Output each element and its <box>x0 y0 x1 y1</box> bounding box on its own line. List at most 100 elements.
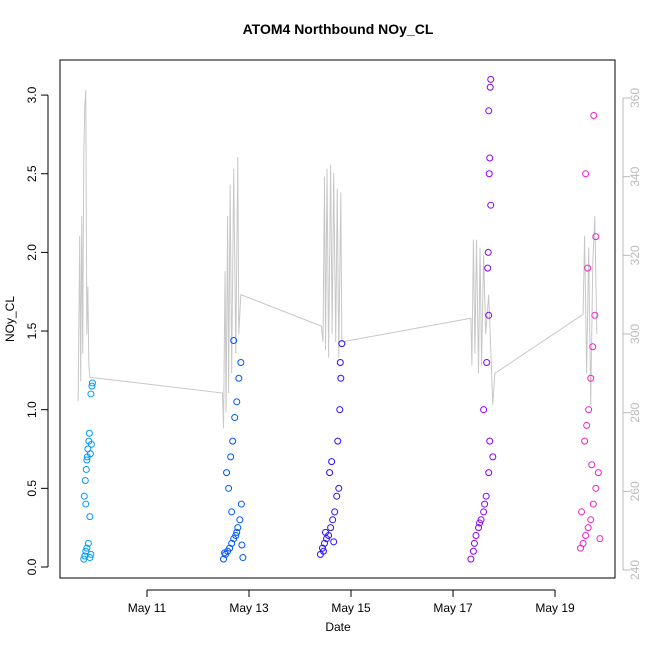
point <box>588 461 596 469</box>
point <box>238 541 246 549</box>
point <box>223 469 231 477</box>
point <box>472 532 480 540</box>
point <box>239 554 247 562</box>
y-axis-label: NOy_CL <box>3 296 17 342</box>
y-tick-label: 0.0 <box>25 558 39 575</box>
point <box>82 465 90 473</box>
y-tick-label: 2.5 <box>25 165 39 182</box>
point <box>83 456 91 464</box>
point <box>594 469 602 477</box>
point <box>80 492 88 500</box>
point <box>333 492 341 500</box>
y2-tick-label: 320 <box>628 245 642 265</box>
point <box>319 547 327 555</box>
point <box>229 437 237 445</box>
plot-box <box>59 59 616 579</box>
point <box>480 508 488 516</box>
point <box>587 374 595 382</box>
y2-tick-label: 280 <box>628 402 642 422</box>
point <box>582 532 590 540</box>
point <box>86 554 94 562</box>
point <box>82 547 90 555</box>
point <box>589 343 597 351</box>
point <box>485 107 493 115</box>
x-tick-label: May 17 <box>433 601 473 615</box>
point <box>81 476 89 484</box>
point <box>596 535 604 543</box>
y-tick-label: 1.5 <box>25 322 39 339</box>
point <box>482 492 490 500</box>
point <box>86 513 94 521</box>
point <box>578 508 586 516</box>
y-tick-label: 0.5 <box>25 480 39 497</box>
point <box>88 379 96 387</box>
point <box>82 500 90 508</box>
point <box>470 539 478 547</box>
point <box>330 538 338 546</box>
point <box>237 358 245 366</box>
point <box>336 358 344 366</box>
x-axis-label: Date <box>325 620 351 634</box>
point <box>87 550 95 558</box>
point <box>83 544 91 552</box>
point <box>469 547 477 555</box>
point <box>236 516 244 524</box>
point <box>591 311 599 319</box>
point <box>327 524 335 532</box>
point <box>590 112 598 120</box>
point <box>331 508 339 516</box>
point <box>484 264 492 272</box>
point <box>328 458 336 466</box>
point <box>582 170 590 178</box>
point <box>485 469 493 477</box>
point <box>322 528 330 536</box>
point <box>481 500 489 508</box>
point <box>235 374 243 382</box>
point <box>231 414 239 422</box>
y2-tick-label: 240 <box>628 560 642 580</box>
point <box>487 75 495 83</box>
point <box>234 524 242 532</box>
point <box>592 484 600 492</box>
x-tick-label: May 19 <box>535 601 575 615</box>
point <box>337 374 345 382</box>
x-tick-label: May 11 <box>128 601 167 615</box>
point <box>484 248 492 256</box>
point <box>326 469 334 477</box>
point <box>480 406 488 414</box>
point <box>585 406 593 414</box>
x-tick-label: May 13 <box>229 601 269 615</box>
point <box>227 453 235 461</box>
y-tick-label: 2.0 <box>25 244 39 261</box>
point <box>221 549 229 557</box>
point <box>233 398 241 406</box>
point <box>487 201 495 209</box>
point <box>486 83 494 91</box>
point <box>87 440 95 448</box>
y2-tick-label: 300 <box>628 324 642 344</box>
point <box>335 484 343 492</box>
point <box>334 437 342 445</box>
point <box>475 524 483 532</box>
point <box>88 382 96 390</box>
point <box>338 340 346 348</box>
point <box>579 539 587 547</box>
point <box>584 264 592 272</box>
point <box>489 453 497 461</box>
point <box>237 500 245 508</box>
point <box>233 528 241 536</box>
y2-tick-label: 360 <box>628 88 642 108</box>
point <box>476 519 484 527</box>
point <box>87 390 95 398</box>
point <box>589 500 597 508</box>
point <box>584 524 592 532</box>
y-tick-label: 1.0 <box>25 401 39 418</box>
point <box>230 336 238 344</box>
point <box>228 508 236 516</box>
point <box>483 358 491 366</box>
chart-title: ATOM4 Northbound NOy_CL <box>243 21 434 37</box>
point <box>486 437 494 445</box>
x-tick-label: May 15 <box>331 601 371 615</box>
point <box>85 429 93 437</box>
